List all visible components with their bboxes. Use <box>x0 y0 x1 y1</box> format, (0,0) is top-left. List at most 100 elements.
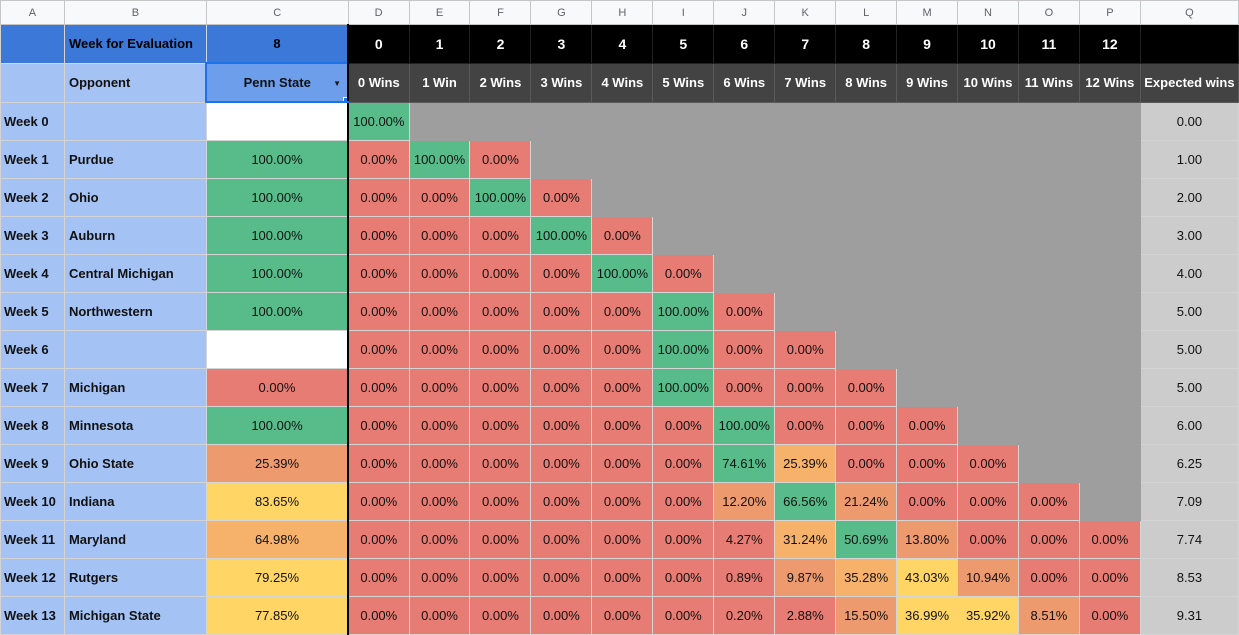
column-header-q[interactable]: Q <box>1139 0 1239 25</box>
column-header-k[interactable]: K <box>774 0 837 25</box>
win-distribution-cell[interactable]: 100.00% <box>530 216 593 255</box>
win-number-header[interactable]: 1 <box>408 24 471 64</box>
win-distribution-cell[interactable]: 0.00% <box>591 406 654 445</box>
column-header-c[interactable]: C <box>205 0 349 25</box>
win-distribution-cell[interactable]: 0.00% <box>591 368 654 407</box>
opponent-cell[interactable]: Minnesota <box>63 406 207 445</box>
win-distribution-cell[interactable]: 0.00% <box>713 292 776 331</box>
win-distribution-cell[interactable]: 0.00% <box>957 520 1019 559</box>
week-label-cell[interactable]: Week 8 <box>0 406 65 445</box>
empty-grey-cell[interactable] <box>713 101 776 141</box>
win-distribution-cell[interactable]: 0.00% <box>652 444 715 483</box>
empty-grey-cell[interactable] <box>957 368 1019 407</box>
win-distribution-cell[interactable]: 0.00% <box>652 254 715 293</box>
empty-grey-cell[interactable] <box>835 292 898 331</box>
win-probability-cell[interactable]: 100.00% <box>205 292 350 331</box>
opponent-cell[interactable]: Central Michigan <box>63 254 207 293</box>
week-label-cell[interactable]: Week 10 <box>0 482 65 521</box>
empty-grey-cell[interactable] <box>1017 101 1080 141</box>
empty-grey-cell[interactable] <box>835 216 898 255</box>
column-header-f[interactable]: F <box>469 0 532 25</box>
win-distribution-cell[interactable]: 0.00% <box>408 406 471 445</box>
win-distribution-cell[interactable]: 0.00% <box>469 368 532 407</box>
week-label-cell[interactable]: Week 9 <box>0 444 65 483</box>
week-label-cell[interactable]: Week 0 <box>0 101 65 141</box>
win-distribution-cell[interactable]: 13.80% <box>896 520 959 559</box>
win-probability-cell[interactable] <box>205 101 350 141</box>
empty-grey-cell[interactable] <box>652 216 715 255</box>
empty-grey-cell[interactable] <box>835 254 898 293</box>
win-number-header[interactable]: 6 <box>713 24 776 64</box>
win-distribution-cell[interactable]: 0.00% <box>408 482 471 521</box>
win-number-header[interactable]: 3 <box>530 24 593 64</box>
empty-grey-cell[interactable] <box>1078 444 1141 483</box>
empty-grey-cell[interactable] <box>835 101 898 141</box>
empty-grey-cell[interactable] <box>1078 482 1141 521</box>
win-probability-cell[interactable]: 64.98% <box>205 520 350 559</box>
win-distribution-cell[interactable]: 0.00% <box>652 482 715 521</box>
empty-grey-cell[interactable] <box>1078 216 1141 255</box>
win-distribution-cell[interactable]: 21.24% <box>835 482 898 521</box>
empty-grey-cell[interactable] <box>1017 140 1080 179</box>
win-distribution-cell[interactable]: 43.03% <box>896 558 959 597</box>
win-number-header[interactable]: 7 <box>774 24 837 64</box>
week-label-cell[interactable]: Week 11 <box>0 520 65 559</box>
win-label-header[interactable]: 8 Wins <box>835 62 898 103</box>
empty-grey-cell[interactable] <box>1017 406 1080 445</box>
empty-grey-cell[interactable] <box>957 292 1019 331</box>
empty-grey-cell[interactable] <box>774 178 837 217</box>
win-distribution-cell[interactable]: 0.00% <box>469 254 532 293</box>
empty-grey-cell[interactable] <box>957 216 1019 255</box>
dropdown-arrow-icon[interactable]: ▼ <box>333 79 342 88</box>
win-probability-cell[interactable]: 100.00% <box>205 140 350 179</box>
column-header-h[interactable]: H <box>591 0 654 25</box>
win-distribution-cell[interactable]: 100.00% <box>652 330 715 369</box>
win-distribution-cell[interactable]: 0.00% <box>591 558 654 597</box>
empty-grey-cell[interactable] <box>469 101 532 141</box>
expected-wins-cell[interactable]: 4.00 <box>1139 254 1239 293</box>
win-distribution-cell[interactable]: 0.00% <box>957 482 1019 521</box>
expected-wins-cell[interactable]: 5.00 <box>1139 292 1239 331</box>
win-distribution-cell[interactable]: 50.69% <box>835 520 898 559</box>
win-probability-cell[interactable]: 100.00% <box>205 178 350 217</box>
win-distribution-cell[interactable]: 0.00% <box>713 330 776 369</box>
expected-wins-cell[interactable]: 5.00 <box>1139 368 1239 407</box>
column-header-n[interactable]: N <box>957 0 1019 25</box>
win-distribution-cell[interactable]: 36.99% <box>896 596 959 635</box>
win-probability-cell[interactable]: 100.00% <box>205 254 350 293</box>
empty-grey-cell[interactable] <box>957 330 1019 369</box>
empty-grey-cell[interactable] <box>896 330 959 369</box>
win-distribution-cell[interactable]: 100.00% <box>408 140 471 179</box>
empty-grey-cell[interactable] <box>896 216 959 255</box>
win-label-header[interactable]: 11 Wins <box>1017 62 1080 103</box>
expected-header-blank[interactable] <box>1139 24 1239 64</box>
win-number-header[interactable]: 0 <box>347 24 410 64</box>
opponent-cell[interactable]: Northwestern <box>63 292 207 331</box>
win-distribution-cell[interactable]: 0.00% <box>469 292 532 331</box>
expected-wins-cell[interactable]: 6.00 <box>1139 406 1239 445</box>
expected-wins-cell[interactable]: 7.09 <box>1139 482 1239 521</box>
win-distribution-cell[interactable]: 0.20% <box>713 596 776 635</box>
empty-grey-cell[interactable] <box>1078 254 1141 293</box>
empty-grey-cell[interactable] <box>1017 216 1080 255</box>
win-distribution-cell[interactable]: 0.00% <box>530 292 593 331</box>
empty-grey-cell[interactable] <box>1017 254 1080 293</box>
win-distribution-cell[interactable]: 0.00% <box>530 482 593 521</box>
win-number-header[interactable]: 11 <box>1017 24 1080 64</box>
win-distribution-cell[interactable]: 0.00% <box>469 558 532 597</box>
empty-grey-cell[interactable] <box>896 254 959 293</box>
win-distribution-cell[interactable]: 0.00% <box>347 254 410 293</box>
win-distribution-cell[interactable]: 0.00% <box>408 330 471 369</box>
win-distribution-cell[interactable]: 100.00% <box>652 292 715 331</box>
win-distribution-cell[interactable]: 0.00% <box>347 406 410 445</box>
week-label-cell[interactable]: Week 13 <box>0 596 65 635</box>
empty-grey-cell[interactable] <box>957 406 1019 445</box>
win-distribution-cell[interactable]: 0.00% <box>469 406 532 445</box>
empty-grey-cell[interactable] <box>591 101 654 141</box>
empty-grey-cell[interactable] <box>1017 330 1080 369</box>
win-distribution-cell[interactable]: 0.00% <box>408 254 471 293</box>
win-distribution-cell[interactable]: 100.00% <box>652 368 715 407</box>
empty-grey-cell[interactable] <box>1017 368 1080 407</box>
win-distribution-cell[interactable]: 0.00% <box>408 292 471 331</box>
opponent-label[interactable]: Opponent <box>63 62 207 103</box>
